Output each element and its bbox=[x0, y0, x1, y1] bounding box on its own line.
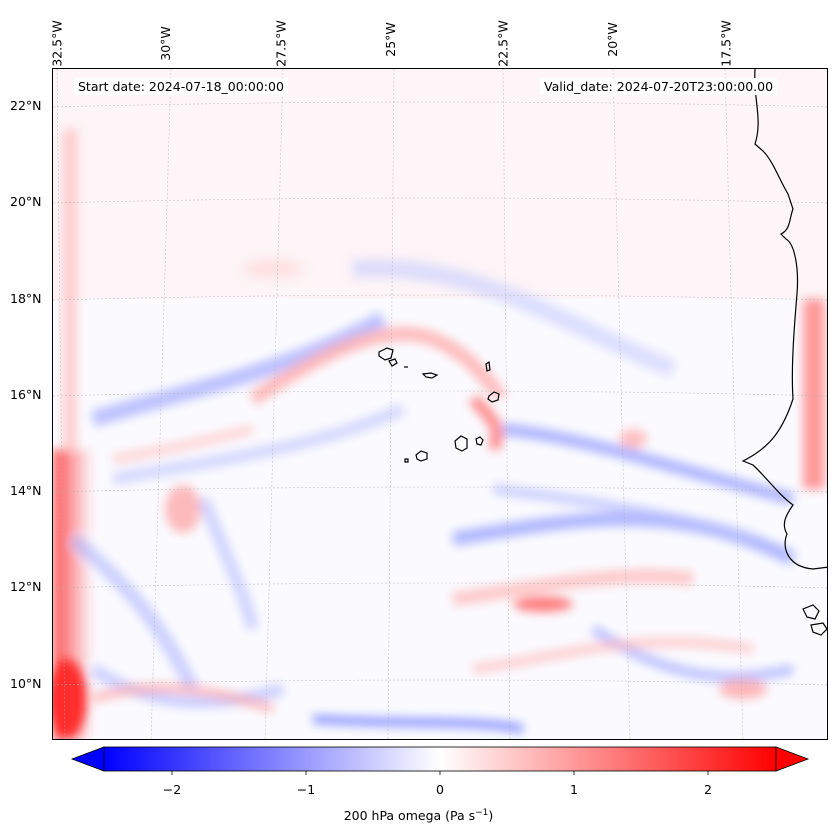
lon-label-32-5w: 32.5°W bbox=[49, 20, 65, 67]
colorbar-body bbox=[103, 746, 777, 772]
colorbar-extend-max bbox=[775, 746, 810, 772]
colorbar-tick-neg1: −1 bbox=[296, 782, 316, 797]
colorbar-label-exponent: −1 bbox=[475, 808, 489, 818]
colorbar-graphic bbox=[70, 746, 810, 775]
lon-label-30w: 30°W bbox=[157, 26, 173, 61]
start-date-label: Start date: 2024-07-18_00:00:00 bbox=[74, 78, 288, 95]
lon-label-20w: 20°W bbox=[604, 22, 620, 57]
lat-label-16n: 16°N bbox=[10, 387, 42, 402]
colorbar-tick-2: 2 bbox=[704, 782, 712, 797]
colorbar-tick-0: 0 bbox=[436, 782, 444, 797]
omega-map bbox=[52, 68, 828, 740]
lon-label-27-5w: 27.5°W bbox=[273, 20, 289, 67]
colorbar-tick-neg2: −2 bbox=[162, 782, 182, 797]
lat-label-18n: 18°N bbox=[10, 291, 42, 306]
colorbar-extend-min bbox=[70, 746, 105, 772]
colorbar-label: 200 hPa omega (Pa s−1) bbox=[0, 808, 837, 823]
colorbar-label-close: ) bbox=[488, 808, 494, 824]
lon-label-25w: 25°W bbox=[382, 22, 398, 57]
lon-label-22-5w: 22.5°W bbox=[495, 20, 511, 67]
colorbar-label-text: 200 hPa omega (Pa s bbox=[343, 808, 476, 824]
lat-label-22n: 22°N bbox=[10, 98, 42, 113]
colorbar-tick-1: 1 bbox=[570, 782, 578, 797]
omega-field bbox=[53, 69, 827, 739]
valid-date-label: Valid_date: 2024-07-20T23:00:00.00 bbox=[540, 78, 778, 95]
lat-label-10n: 10°N bbox=[10, 676, 42, 691]
lat-label-12n: 12°N bbox=[10, 579, 42, 594]
lat-label-14n: 14°N bbox=[10, 483, 42, 498]
lon-label-17-5w: 17.5°W bbox=[718, 20, 734, 67]
lat-label-20n: 20°N bbox=[10, 194, 42, 209]
